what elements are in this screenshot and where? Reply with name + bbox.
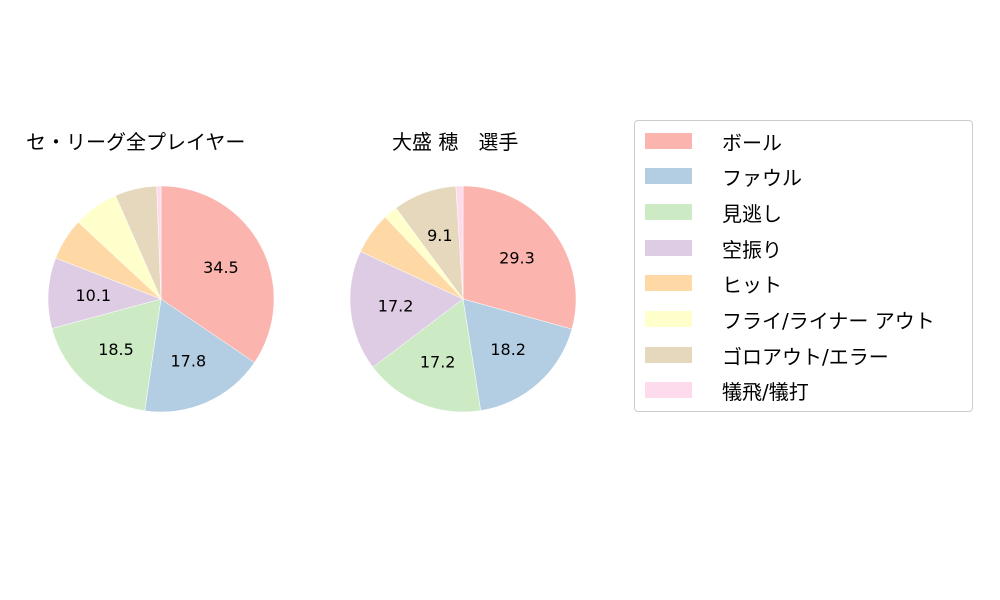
- legend-item: ファウル: [645, 164, 802, 190]
- legend-item: 犠飛/犠打: [645, 378, 809, 404]
- legend-item: ヒット: [645, 271, 782, 297]
- legend-swatch: [645, 311, 692, 327]
- slice-value-label: 17.2: [420, 352, 456, 371]
- pie-slice: [160, 185, 275, 363]
- pie-slice: [372, 298, 481, 413]
- legend-swatch: [645, 133, 692, 149]
- legend-swatch: [645, 204, 692, 220]
- pie-slice: [349, 251, 464, 368]
- slice-value-label: 9.1: [427, 226, 452, 245]
- legend-item: ゴロアウト/エラー: [645, 343, 889, 369]
- legend-swatch: [645, 382, 692, 398]
- legend: ボール ファウル 見逃し 空振り ヒット フライ/ライナー アウト ゴロアウト/…: [634, 120, 973, 412]
- legend-swatch: [645, 168, 692, 184]
- legend-item: フライ/ライナー アウト: [645, 307, 935, 333]
- slice-value-label: 10.1: [75, 286, 111, 305]
- pie-title-league: セ・リーグ全プレイヤー: [26, 130, 246, 154]
- pie-slice: [462, 185, 577, 330]
- legend-label: 空振り: [722, 237, 782, 262]
- legend-label: ゴロアウト/エラー: [722, 344, 889, 369]
- pie-slice: [455, 185, 464, 300]
- legend-label: 見逃し: [722, 201, 782, 226]
- pie-slice: [51, 298, 162, 412]
- legend-label: フライ/ライナー アウト: [722, 308, 935, 333]
- legend-label: ヒット: [722, 272, 782, 297]
- slice-value-label: 17.2: [378, 297, 414, 316]
- pie-slice: [156, 185, 162, 300]
- slice-value-label: 18.2: [490, 340, 526, 359]
- pie-slice: [462, 298, 573, 411]
- legend-label: ボール: [722, 130, 782, 155]
- legend-label: 犠飛/犠打: [722, 379, 809, 404]
- legend-item: 見逃し: [645, 200, 782, 226]
- slice-value-label: 18.5: [98, 340, 134, 359]
- legend-swatch: [645, 275, 692, 291]
- legend-label: ファウル: [722, 165, 802, 190]
- legend-swatch: [645, 240, 692, 256]
- legend-item: ボール: [645, 129, 782, 155]
- slice-value-label: 34.5: [203, 258, 239, 277]
- slice-value-label: 17.8: [171, 352, 207, 371]
- pie-title-player: 大盛 穂 選手: [392, 130, 519, 154]
- slice-value-label: 29.3: [499, 248, 535, 267]
- legend-item: 空振り: [645, 236, 782, 262]
- pie-slice: [47, 257, 162, 329]
- pie-slice: [144, 298, 255, 413]
- legend-swatch: [645, 347, 692, 363]
